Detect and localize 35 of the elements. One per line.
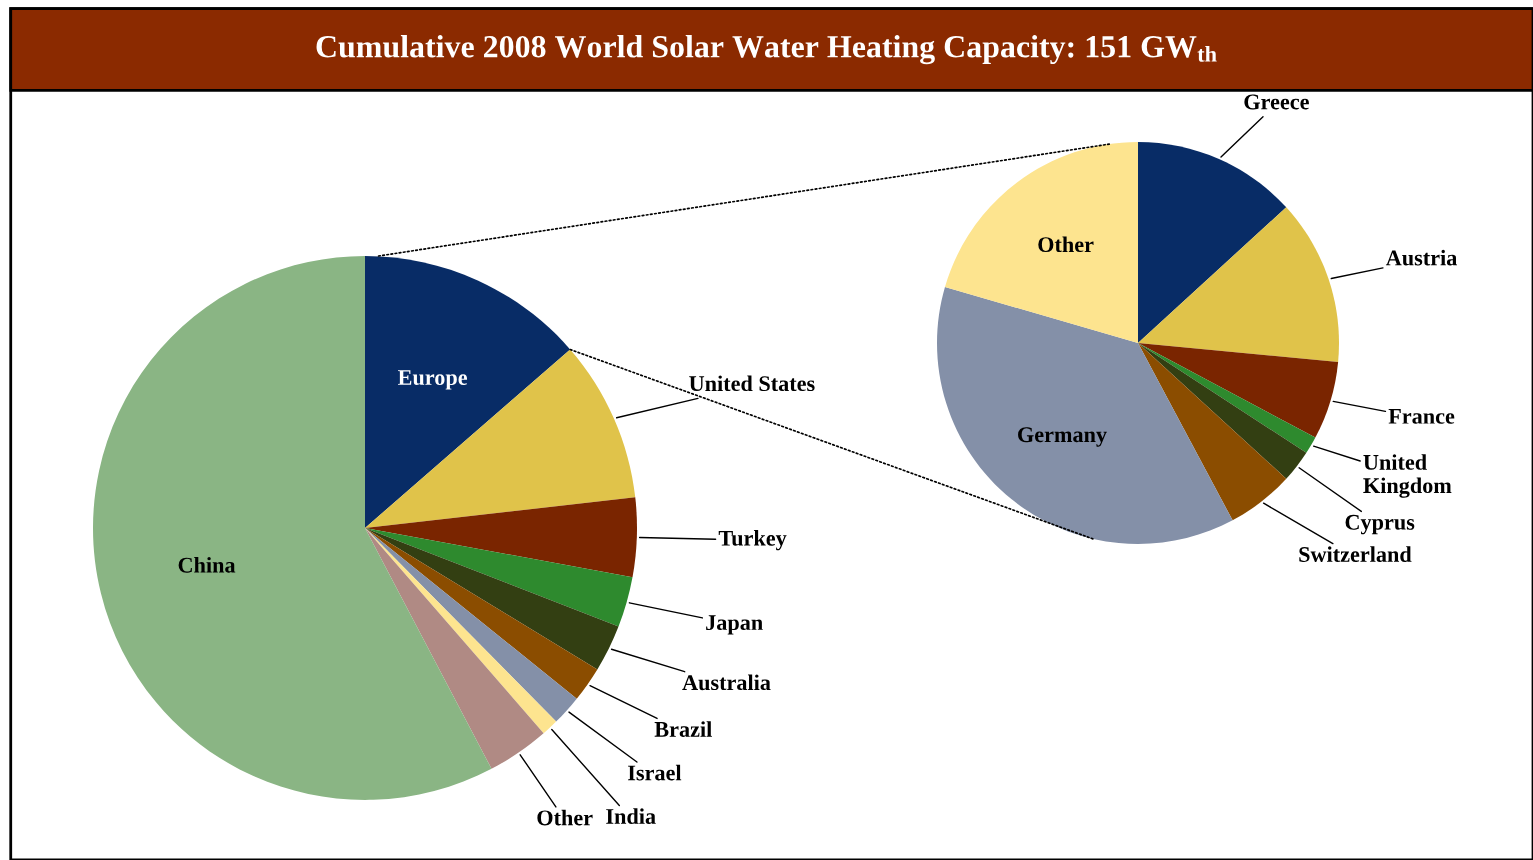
slice-label: Switzerland (1299, 546, 1412, 562)
slice-label: Japan (706, 615, 763, 635)
pie-slice (937, 286, 1233, 544)
slice-label: Other (1038, 236, 1094, 253)
slice-label: India (606, 808, 656, 824)
slice-label: Germany (1018, 427, 1107, 447)
slice-label: Greece (1244, 94, 1309, 110)
slice-label: France (1388, 409, 1455, 424)
chart-title: Cumulative 2008 World Solar Water Heating Capacity: 151 GW$_{th}$ (316, 35, 1217, 65)
slice-label: Israel (628, 764, 682, 781)
slice-label: Cyprus (1345, 514, 1415, 535)
pie-slice (365, 528, 544, 769)
pie-slice (1138, 343, 1287, 521)
pie-slice (365, 497, 637, 578)
pie-slice (365, 528, 633, 627)
pie-slice (365, 349, 636, 528)
slice-label: Austria (1385, 249, 1458, 266)
pie-slice (944, 142, 1138, 343)
pie-slice (365, 528, 619, 670)
slice-label: United Kingdom (1363, 454, 1452, 498)
pie-slice (1138, 343, 1316, 453)
pie-slice (365, 528, 598, 699)
slice-label: United States (689, 375, 815, 392)
pie-slice (365, 256, 571, 528)
slice-label: Other (537, 809, 593, 826)
slice-label: Turkey (718, 530, 787, 551)
pie-slice (1138, 207, 1339, 362)
pie-slice (1138, 343, 1307, 479)
slice-label: Australia (682, 674, 771, 691)
pie-slice (1138, 343, 1339, 438)
pie-slice (1138, 142, 1287, 343)
slice-label: Europe (398, 370, 468, 390)
slice-label: China (178, 557, 236, 573)
slice-label: Brazil (654, 721, 712, 737)
pie-slice (93, 256, 492, 800)
